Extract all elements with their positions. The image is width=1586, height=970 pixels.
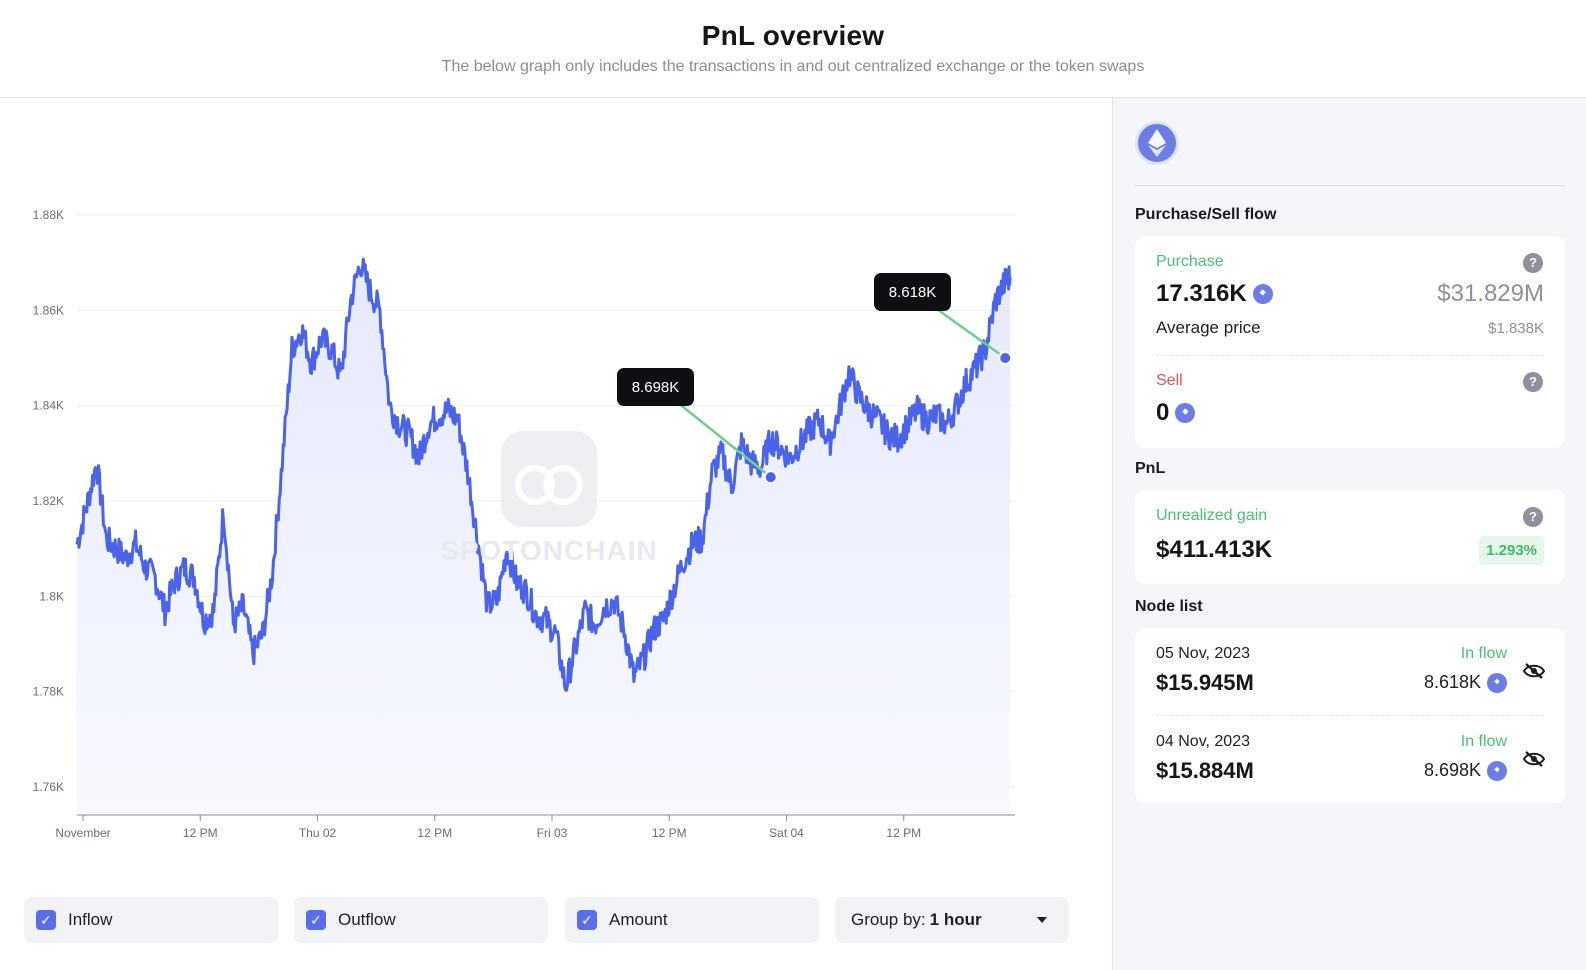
eye-off-icon[interactable] [1523,662,1545,680]
sell-label: Sell [1156,372,1183,389]
amount-toggle[interactable]: ✓ Amount [565,897,819,943]
help-icon[interactable]: ? [1523,253,1543,273]
outflow-label: Outflow [338,910,396,929]
node-flow: In flow [1460,645,1507,662]
pnl-title: PnL [1135,460,1166,477]
inflow-toggle[interactable]: ✓ Inflow [24,897,278,943]
y-tick-label: 1.8K [39,589,64,603]
ethereum-icon [1487,760,1507,781]
ethereum-icon[interactable] [1135,121,1179,165]
node-usd: $15.884M [1156,758,1254,783]
price-area-fill [77,259,1011,815]
outflow-toggle[interactable]: ✓ Outflow [294,897,548,943]
eye-off-icon[interactable] [1523,750,1545,768]
node-amount-value: 8.618K [1423,672,1481,692]
unrealized-gain-value: $411.413K [1156,536,1273,563]
divider [1156,355,1544,356]
purchase-sell-card: Purchase ? 17.316K $31.829M Average pric… [1135,236,1565,448]
average-price-value: $1.838K [1488,320,1544,337]
page-header: PnL overview The below graph only includ… [0,0,1586,98]
node-usd: $15.945M [1156,670,1254,695]
annotation-point[interactable] [763,470,778,485]
inflow-label: Inflow [68,910,113,929]
pnl-card: Unrealized gain ? $411.413K 1.293% [1135,490,1565,584]
annotation-tooltip [617,368,694,406]
y-tick-label: 1.86K [33,303,64,317]
node-amount: 8.618K [1424,672,1507,693]
annotation-label: 8.698K [632,379,680,396]
sell-amount-value: 0 [1156,399,1170,426]
checkbox-checked-icon[interactable]: ✓ [306,910,326,930]
node-flow: In flow [1460,733,1507,750]
y-tick-label: 1.76K [33,780,64,794]
x-tick-label: Fri 03 [537,826,568,840]
x-tick-label: November [55,826,110,840]
node-date: 04 Nov, 2023 [1156,733,1250,750]
pnl-chart[interactable]: 1.88K 1.86K 1.84K 1.82K 1.8K 1.78K 1.76K Novemb… [0,98,1112,970]
x-tick-label: Sat 04 [769,826,804,840]
x-tick-label: Thu 02 [299,826,337,840]
node-amount: 8.698K [1424,760,1507,781]
y-tick-label: 1.88K [33,208,64,222]
y-tick-label: 1.84K [33,399,64,413]
ethereum-icon [1487,672,1507,693]
page-subtitle: The below graph only includes the transa… [441,58,1145,75]
node-date: 05 Nov, 2023 [1156,645,1250,662]
help-icon[interactable]: ? [1523,372,1543,392]
chart-filters: ✓ Inflow ✓ Outflow ✓ Amount Group by: 1 … [24,897,1084,943]
checkbox-checked-icon[interactable]: ✓ [577,910,597,930]
group-by-label: Group by: [851,910,926,929]
amount-label: Amount [609,910,668,929]
purchase-amount-value: 17.316K [1156,280,1247,307]
ethereum-icon [1175,402,1196,423]
x-tick-label: 12 PM [417,826,452,840]
annotation-label: 8.618K [889,284,937,301]
annotation-connector [933,305,1006,360]
node-item[interactable]: 04 Nov, 2023 $15.884M In flow 8.698K [1135,716,1565,804]
divider [1135,185,1565,186]
average-price-label: Average price [1156,318,1261,337]
purchase-sell-title: Purchase/Sell flow [1135,206,1277,223]
purchase-amount: 17.316K [1156,280,1273,308]
help-icon[interactable]: ? [1523,507,1543,527]
group-by-value: 1 hour [929,910,982,929]
unrealized-gain-label: Unrealized gain [1156,507,1268,524]
pnl-chart-svg[interactable]: 1.88K 1.86K 1.84K 1.82K 1.8K 1.78K 1.76K Novemb… [0,98,1112,878]
node-amount-value: 8.698K [1423,760,1481,780]
page-title: PnL overview [701,20,885,51]
x-tick-label: 12 PM [183,826,218,840]
group-by-select[interactable]: Group by: 1 hour [835,897,1069,943]
divider [1156,715,1544,716]
annotation-tooltip [874,273,951,311]
chevron-down-icon [1037,917,1047,923]
node-list-title: Node list [1135,598,1203,615]
annotation-point[interactable] [998,351,1013,365]
y-tick-label: 1.78K [33,685,64,699]
node-list-card: 05 Nov, 2023 $15.945M In flow 8.618K 04 … [1135,628,1565,803]
node-item[interactable]: 05 Nov, 2023 $15.945M In flow 8.618K [1135,628,1565,716]
x-tick-label: 12 PM [886,826,921,840]
checkbox-checked-icon[interactable]: ✓ [36,910,56,930]
price-line[interactable] [75,257,1012,692]
token-side-panel: Purchase/Sell flow Purchase ? 17.316K $3… [1112,98,1586,970]
annotation-connector [676,401,772,479]
unrealized-gain-percent: 1.293% [1479,536,1544,565]
purchase-label: Purchase [1156,253,1224,270]
x-tick-label: 12 PM [652,826,687,840]
purchase-usd: $31.829M [1437,280,1544,307]
y-tick-label: 1.82K [33,494,64,508]
sell-amount: 0 [1156,399,1196,427]
ethereum-icon [1252,283,1273,304]
